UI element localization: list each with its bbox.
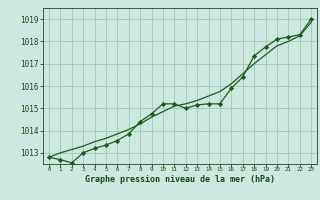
- X-axis label: Graphe pression niveau de la mer (hPa): Graphe pression niveau de la mer (hPa): [85, 175, 275, 184]
